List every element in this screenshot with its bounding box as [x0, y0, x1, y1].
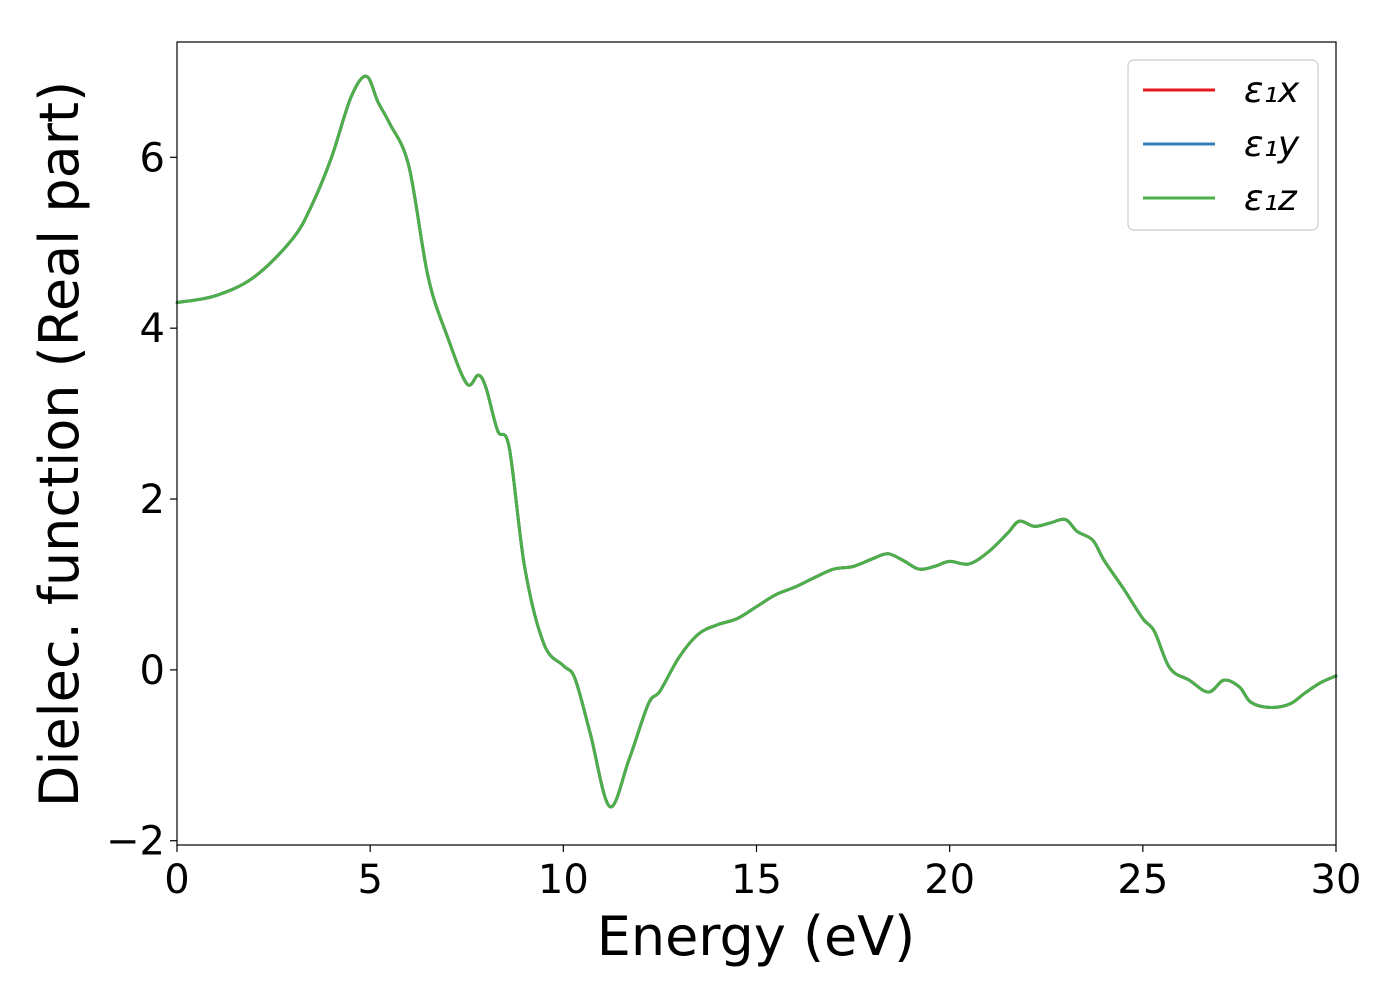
y-tick-label: 4: [140, 306, 165, 352]
x-axis: 0 5 10 15 20 25 30: [164, 845, 1361, 903]
legend-box: [1127, 59, 1319, 231]
x-tick-label: 25: [1117, 857, 1168, 903]
y-axis-label: Dielec. function (Real part): [28, 81, 91, 807]
legend-label: ε₁x: [1244, 70, 1300, 111]
legend-label: ε₁z: [1244, 178, 1298, 219]
legend-label: ε₁y: [1244, 124, 1300, 165]
y-tick-label: 0: [140, 648, 165, 694]
y-tick-label: 2: [140, 477, 165, 523]
y-tick-label: 6: [140, 135, 165, 181]
x-tick-label: 30: [1311, 857, 1362, 903]
y-axis: −2 0 2 4 6: [106, 135, 177, 865]
x-tick-label: 15: [731, 857, 782, 903]
series-line-3: [175, 74, 1338, 809]
x-tick-label: 20: [924, 857, 975, 903]
legend: ε₁x ε₁y ε₁z: [1127, 59, 1319, 231]
x-tick-label: 5: [357, 857, 382, 903]
legend-items: ε₁x ε₁y ε₁z: [1143, 70, 1300, 219]
x-tick-label: 10: [538, 857, 589, 903]
x-tick-label: 0: [164, 857, 189, 903]
x-axis-label: Energy (eV): [597, 905, 916, 968]
y-tick-label: −2: [106, 819, 165, 865]
series-layer: [175, 74, 1338, 809]
